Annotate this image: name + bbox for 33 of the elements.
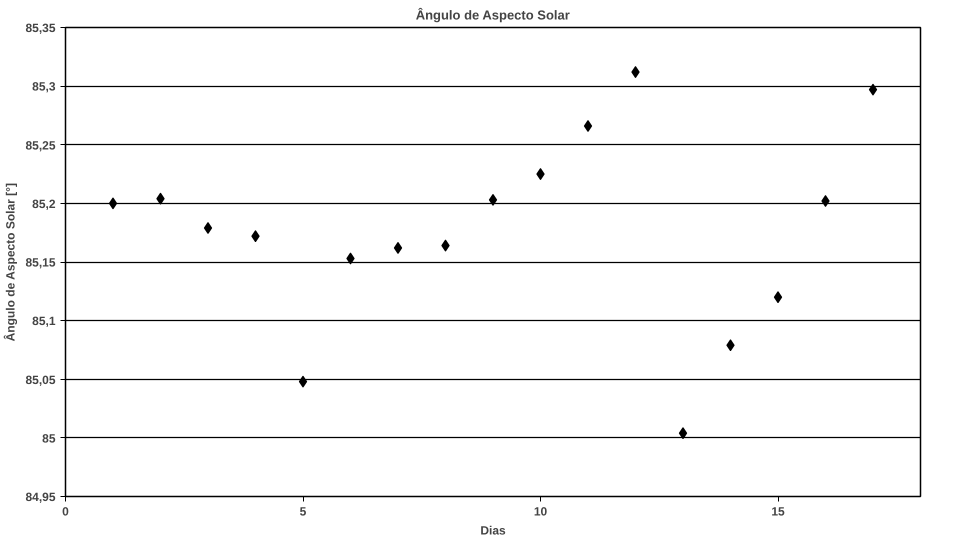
x-axis-title: Dias	[480, 524, 506, 538]
point	[488, 194, 498, 206]
point	[251, 230, 260, 242]
point	[584, 120, 592, 132]
x-tick-label: 15	[771, 504, 785, 518]
point	[726, 339, 735, 352]
point	[204, 222, 212, 234]
y-tick-label: 85,15	[25, 256, 56, 270]
y-tick-label: 85,3	[32, 80, 56, 94]
y-tick-label: 85,1	[32, 314, 56, 328]
point	[394, 242, 402, 254]
point	[678, 427, 688, 440]
point	[156, 192, 165, 205]
y-tick-label: 85	[42, 431, 56, 446]
chart-title: Ângulo de Aspecto Solar	[416, 8, 570, 22]
x-tick-label: 0	[62, 504, 70, 518]
point	[774, 291, 782, 304]
point	[536, 168, 545, 180]
point	[346, 252, 355, 264]
point	[631, 66, 640, 78]
y-tick-label: 85,35	[25, 21, 56, 35]
point	[298, 376, 308, 388]
y-tick-label: 85,2	[32, 196, 56, 211]
y-tick-label: 85,05	[25, 372, 56, 387]
x-tick-label: 5	[300, 504, 307, 518]
point	[108, 197, 118, 210]
y-axis-title: Ângulo de Aspecto Solar [°]	[3, 183, 18, 342]
point	[441, 240, 450, 252]
x-tick-label: 10	[534, 504, 548, 518]
y-tick-label: 84,95	[25, 490, 56, 504]
point	[821, 195, 830, 208]
point	[868, 84, 878, 96]
y-tick-label: 85,25	[25, 138, 56, 152]
